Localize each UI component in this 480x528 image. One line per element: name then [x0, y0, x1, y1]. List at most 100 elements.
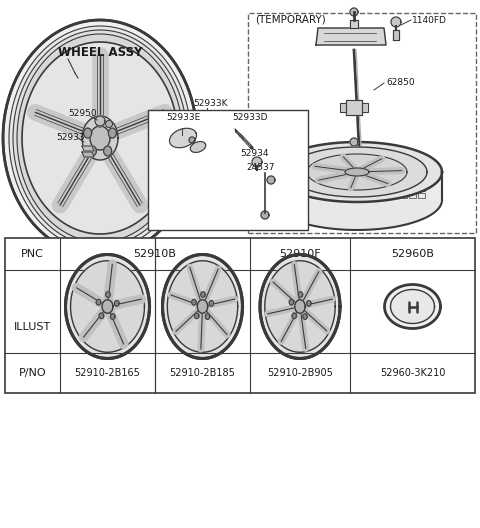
Text: 52910-2B165: 52910-2B165: [74, 368, 141, 378]
Text: 52910F: 52910F: [279, 249, 321, 259]
Polygon shape: [106, 120, 112, 127]
Polygon shape: [104, 146, 112, 156]
Polygon shape: [9, 26, 191, 250]
Polygon shape: [168, 261, 238, 352]
Polygon shape: [287, 147, 427, 197]
Bar: [382, 179, 389, 184]
Polygon shape: [194, 313, 199, 319]
Text: P/NO: P/NO: [19, 368, 46, 378]
Polygon shape: [99, 313, 104, 319]
Text: 52910B: 52910B: [133, 249, 177, 259]
Text: 52910-2B185: 52910-2B185: [169, 368, 235, 378]
Polygon shape: [169, 128, 196, 148]
Text: 52933K: 52933K: [193, 99, 228, 108]
Polygon shape: [350, 138, 358, 146]
Text: 52933: 52933: [56, 133, 84, 142]
Polygon shape: [384, 285, 441, 328]
Text: PNC: PNC: [21, 249, 44, 259]
Polygon shape: [82, 146, 94, 151]
Polygon shape: [110, 314, 115, 319]
Polygon shape: [82, 116, 118, 160]
Bar: [391, 179, 398, 184]
Polygon shape: [82, 152, 94, 157]
Polygon shape: [261, 211, 269, 219]
Bar: [148, 110, 308, 230]
Text: 52934: 52934: [240, 149, 268, 158]
Bar: [391, 186, 398, 191]
Bar: [418, 172, 425, 177]
Bar: [418, 186, 425, 191]
Polygon shape: [391, 17, 401, 27]
Bar: [391, 193, 398, 198]
Polygon shape: [393, 30, 399, 40]
Polygon shape: [115, 300, 119, 306]
Text: WHEEL ASSY: WHEEL ASSY: [58, 46, 143, 59]
Text: 52933D: 52933D: [232, 113, 267, 122]
Polygon shape: [303, 314, 307, 319]
Bar: [409, 186, 416, 191]
Polygon shape: [316, 28, 386, 45]
Polygon shape: [295, 300, 305, 313]
Polygon shape: [3, 20, 197, 256]
Polygon shape: [65, 254, 149, 359]
Polygon shape: [345, 168, 369, 176]
Polygon shape: [350, 20, 358, 28]
Polygon shape: [235, 129, 244, 140]
Bar: [391, 172, 398, 177]
Polygon shape: [106, 291, 110, 297]
Polygon shape: [163, 254, 242, 359]
Bar: [382, 186, 389, 191]
Text: (TEMPORARY): (TEMPORARY): [255, 14, 326, 24]
Text: 24537: 24537: [246, 163, 275, 172]
Bar: [418, 193, 425, 198]
Polygon shape: [96, 299, 101, 305]
Bar: [418, 179, 425, 184]
Polygon shape: [260, 254, 340, 359]
Polygon shape: [17, 34, 183, 242]
Polygon shape: [96, 117, 104, 127]
Polygon shape: [22, 42, 178, 234]
Text: 52950: 52950: [68, 109, 96, 118]
Polygon shape: [108, 128, 116, 138]
Polygon shape: [205, 314, 210, 319]
Text: 52960B: 52960B: [391, 249, 434, 259]
Polygon shape: [189, 137, 195, 143]
Polygon shape: [298, 291, 303, 297]
Text: 52933E: 52933E: [166, 113, 200, 122]
Text: 52910-2B905: 52910-2B905: [267, 368, 333, 378]
Polygon shape: [209, 300, 214, 306]
Bar: [400, 193, 407, 198]
Polygon shape: [307, 300, 311, 306]
Polygon shape: [252, 157, 262, 167]
Polygon shape: [391, 289, 434, 324]
Polygon shape: [192, 299, 196, 305]
Polygon shape: [95, 116, 105, 126]
Text: 52960-3K210: 52960-3K210: [380, 368, 445, 378]
Polygon shape: [346, 100, 362, 115]
Bar: [400, 172, 407, 177]
Polygon shape: [272, 142, 442, 202]
Bar: [409, 172, 416, 177]
Bar: [382, 172, 389, 177]
Bar: [400, 186, 407, 191]
Polygon shape: [267, 176, 275, 184]
Polygon shape: [292, 313, 297, 319]
Text: 62850: 62850: [386, 78, 415, 87]
Text: 1140FD: 1140FD: [412, 16, 447, 25]
Polygon shape: [272, 172, 442, 200]
Bar: [400, 179, 407, 184]
Bar: [409, 179, 416, 184]
Polygon shape: [289, 299, 294, 305]
Bar: [382, 193, 389, 198]
Polygon shape: [71, 261, 144, 352]
Polygon shape: [350, 8, 358, 16]
Polygon shape: [197, 300, 208, 313]
Polygon shape: [272, 170, 442, 230]
Bar: [5, 238, 475, 393]
Polygon shape: [88, 146, 96, 156]
Bar: [248, 13, 476, 233]
Polygon shape: [362, 103, 368, 112]
Text: ILLUST: ILLUST: [14, 322, 51, 332]
Polygon shape: [102, 300, 113, 313]
Polygon shape: [84, 128, 92, 138]
